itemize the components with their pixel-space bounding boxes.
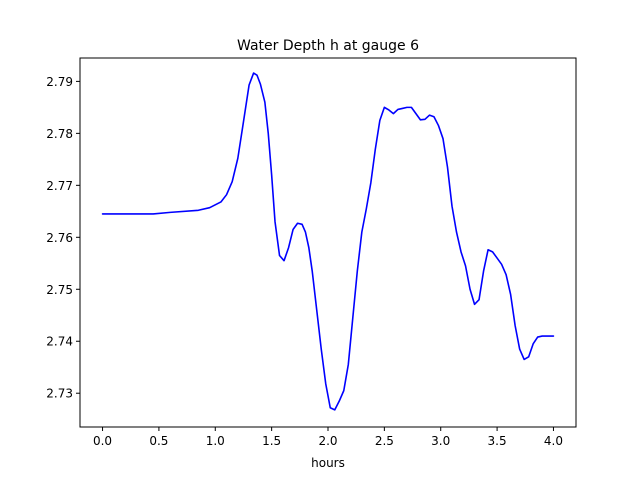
y-tick-label: 2.78 xyxy=(46,127,73,141)
y-tick-label: 2.75 xyxy=(46,283,73,297)
x-tick-label: 1.5 xyxy=(262,434,281,448)
x-tick-label: 2.5 xyxy=(375,434,394,448)
x-axis: 0.0 0.5 1.0 1.5 2.0 2.5 3.0 3.5 4.0 xyxy=(93,427,563,448)
y-tick-label: 2.77 xyxy=(46,179,73,193)
x-tick-label: 0.0 xyxy=(93,434,112,448)
y-tick-label: 2.73 xyxy=(46,387,73,401)
y-tick-label: 2.74 xyxy=(46,335,73,349)
x-tick-label: 3.5 xyxy=(488,434,507,448)
series-line-0 xyxy=(101,72,555,411)
y-tick-label: 2.79 xyxy=(46,75,73,89)
chart-title: Water Depth h at gauge 6 xyxy=(237,38,419,54)
x-tick-label: 0.5 xyxy=(149,434,168,448)
x-axis-label: hours xyxy=(311,456,345,470)
plot-frame xyxy=(79,57,577,428)
x-tick-label: 1.0 xyxy=(206,434,225,448)
y-tick-label: 2.76 xyxy=(46,231,73,245)
x-tick-label: 4.0 xyxy=(544,434,563,448)
x-tick-label: 2.0 xyxy=(318,434,337,448)
series-group xyxy=(101,72,555,411)
x-tick-label: 3.0 xyxy=(431,434,450,448)
y-axis: 2.73 2.74 2.75 2.76 2.77 2.78 2.79 xyxy=(46,75,80,401)
